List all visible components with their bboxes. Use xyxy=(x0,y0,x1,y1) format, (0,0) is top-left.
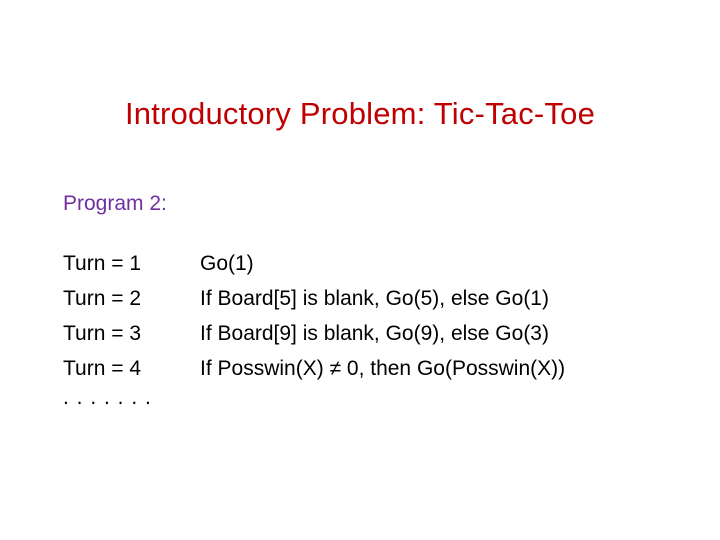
turn-row: Turn = 1 xyxy=(63,246,141,281)
action-row: Go(1) xyxy=(200,246,565,281)
ellipsis-dots: . . . . . . . xyxy=(63,386,152,410)
actions-column: Go(1) If Board[5] is blank, Go(5), else … xyxy=(200,246,565,386)
program-label: Program 2: xyxy=(63,192,167,216)
action-row: If Posswin(X) ≠ 0, then Go(Posswin(X)) xyxy=(200,351,565,386)
turn-row: Turn = 2 xyxy=(63,281,141,316)
action-row: If Board[9] is blank, Go(9), else Go(3) xyxy=(200,316,565,351)
turns-column: Turn = 1 Turn = 2 Turn = 3 Turn = 4 xyxy=(63,246,141,386)
slide: Introductory Problem: Tic-Tac-Toe Progra… xyxy=(0,0,720,540)
turn-row: Turn = 3 xyxy=(63,316,141,351)
turn-row: Turn = 4 xyxy=(63,351,141,386)
slide-title: Introductory Problem: Tic-Tac-Toe xyxy=(0,96,720,132)
action-row: If Board[5] is blank, Go(5), else Go(1) xyxy=(200,281,565,316)
